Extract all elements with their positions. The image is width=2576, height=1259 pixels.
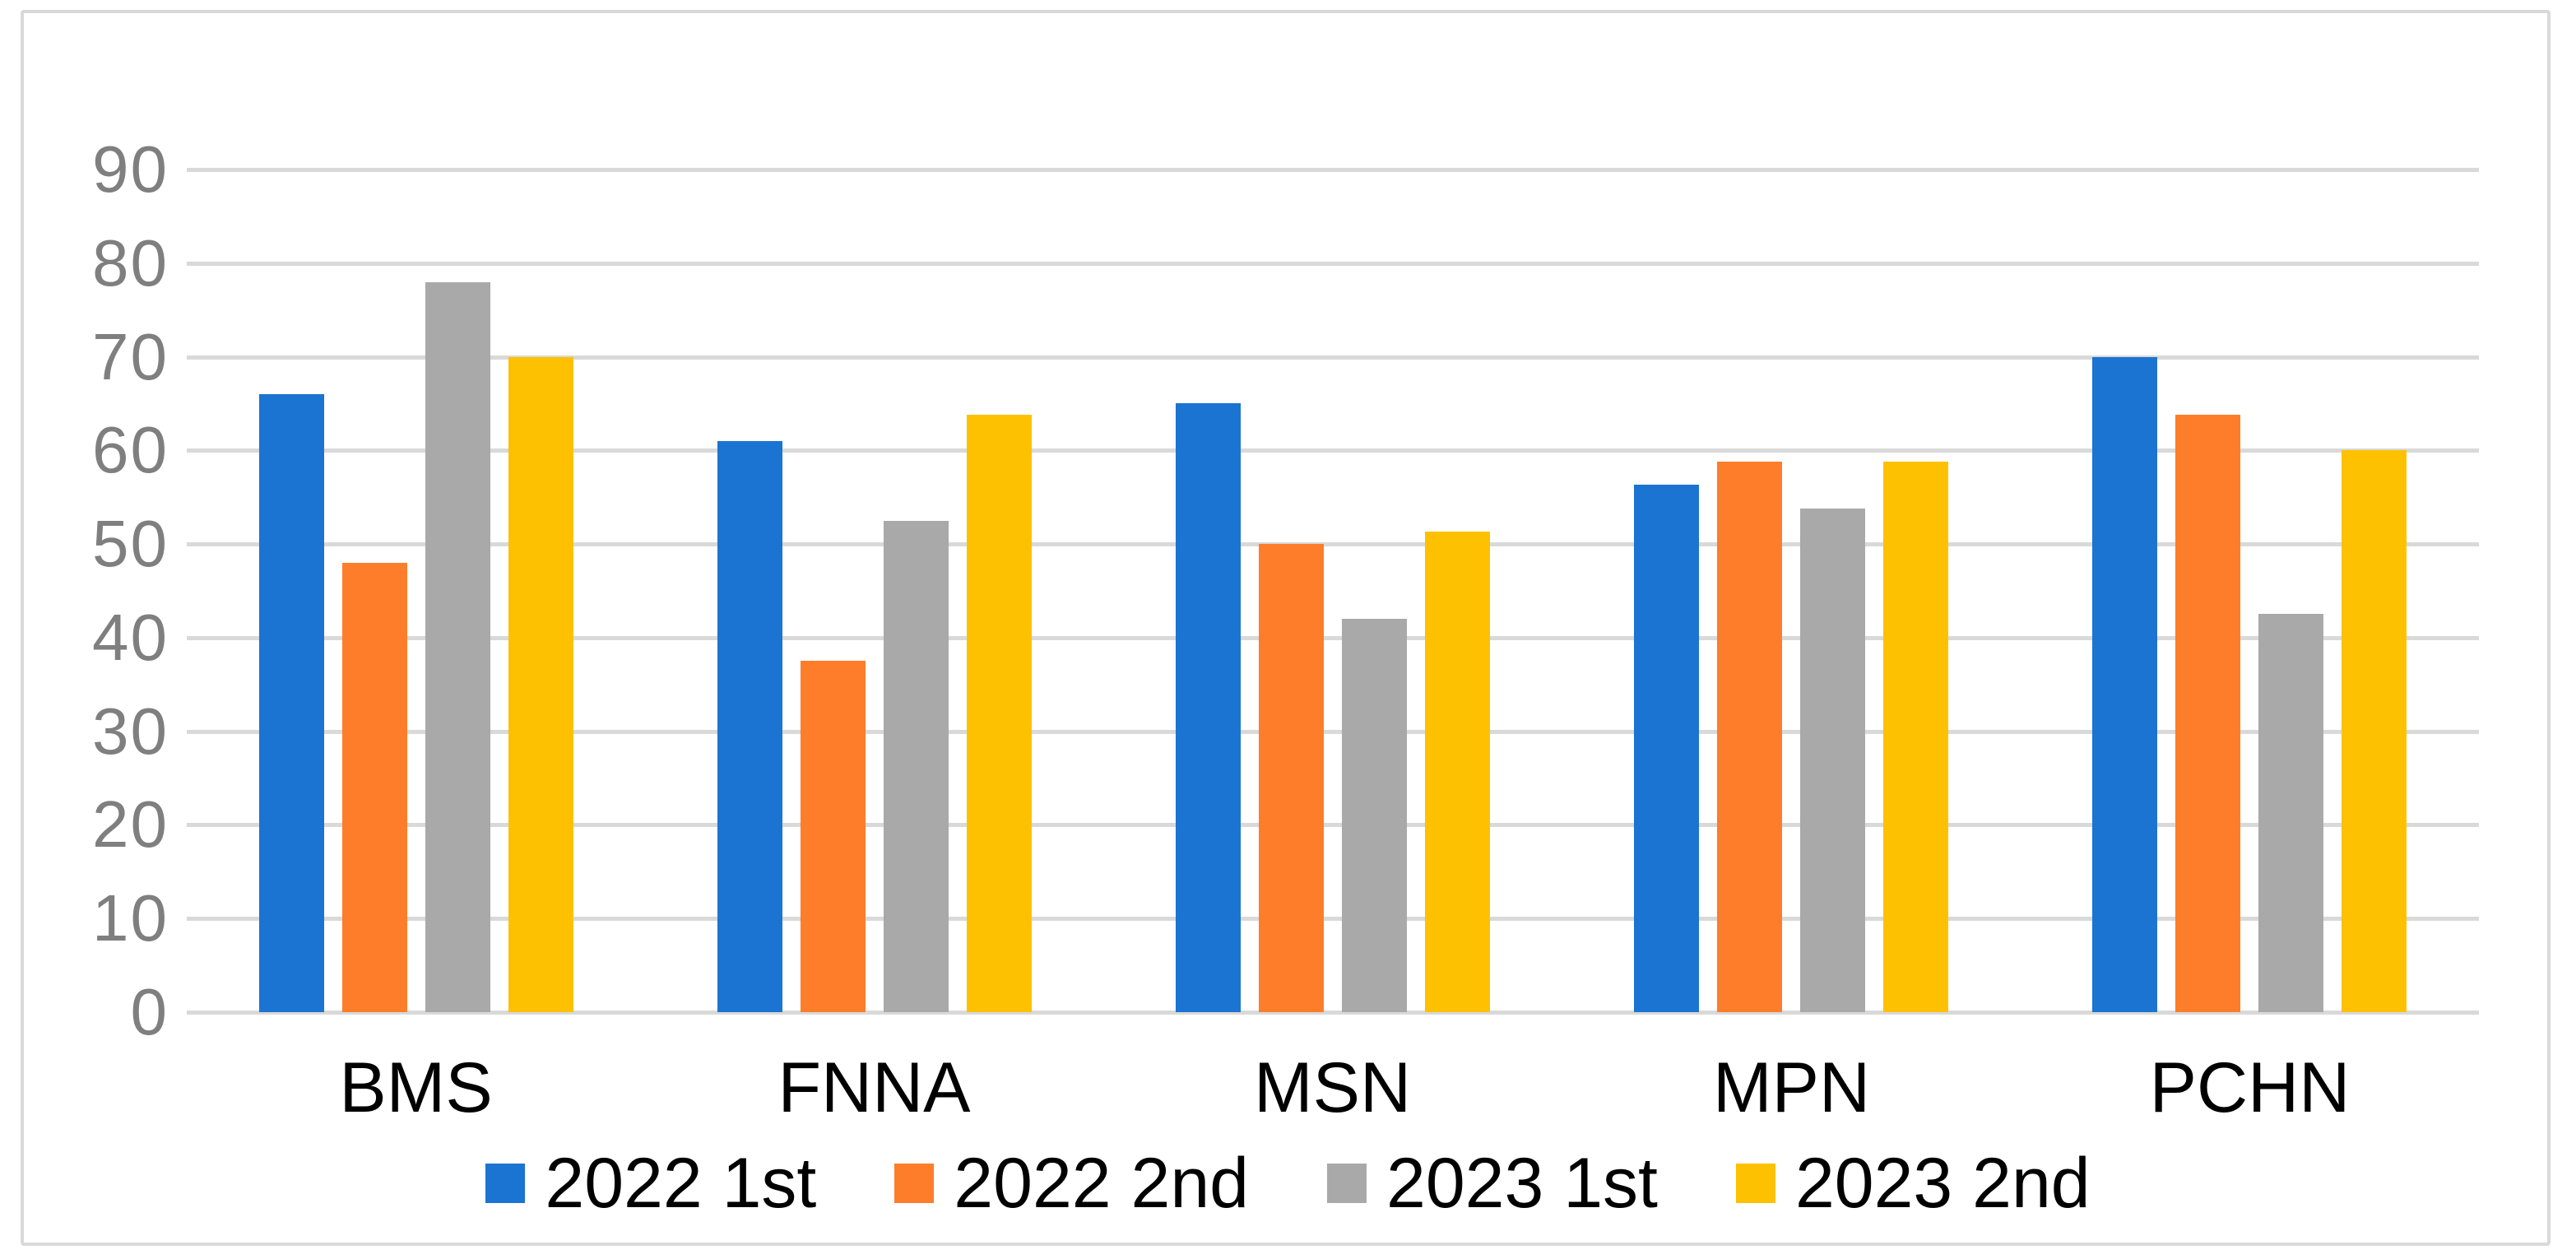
legend-item-2023-1st: 2023 1st: [1327, 1142, 1658, 1224]
bar-pchn-2023-1st: [2258, 614, 2323, 1012]
legend-item-2022-1st: 2022 1st: [485, 1142, 816, 1224]
bar-msn-2023-1st: [1342, 619, 1407, 1012]
y-tick-label: 0: [130, 975, 169, 1048]
legend-label: 2022 1st: [545, 1144, 817, 1223]
bar-fnna-2022-2nd: [801, 661, 866, 1012]
gridline: [187, 448, 2479, 453]
bar-pchn-2022-2nd: [2175, 415, 2240, 1012]
y-tick-label: 30: [92, 695, 169, 768]
gridline: [187, 262, 2479, 266]
bar-msn-2022-1st: [1176, 403, 1241, 1012]
gridline: [187, 168, 2479, 172]
bar-bms-2022-2nd: [342, 563, 407, 1012]
bar-fnna-2023-1st: [884, 521, 949, 1012]
category-label: MSN: [1253, 1048, 1412, 1127]
legend: 2022 1st 2022 2nd 2023 1st 2023 2nd: [0, 1142, 2576, 1224]
legend-item-2022-2nd: 2022 2nd: [894, 1142, 1249, 1224]
gridline: [187, 917, 2479, 921]
category-label: PCHN: [2149, 1048, 2351, 1127]
legend-label: 2023 1st: [1386, 1144, 1658, 1223]
legend-swatch-icon: [485, 1164, 526, 1203]
bar-bms-2023-2nd: [508, 357, 573, 1012]
gridline: [187, 823, 2479, 827]
gridline: [187, 730, 2479, 734]
gridline: [187, 1010, 2479, 1015]
gridline: [187, 355, 2479, 360]
y-tick-label: 50: [92, 507, 169, 580]
bar-msn-2023-2nd: [1425, 532, 1490, 1012]
y-tick-label: 20: [92, 787, 169, 861]
y-tick-label: 90: [92, 132, 169, 206]
legend-label: 2022 2nd: [954, 1144, 1249, 1223]
category-label: BMS: [339, 1048, 493, 1127]
legend-swatch-icon: [894, 1164, 935, 1203]
legend-label: 2023 2nd: [1794, 1144, 2091, 1223]
bar-group-mpn: [1634, 170, 1948, 1012]
legend-swatch-icon: [1327, 1164, 1367, 1203]
bar-msn-2022-2nd: [1259, 544, 1324, 1012]
bar-bms-2023-1st: [425, 282, 490, 1012]
bar-mpn-2023-1st: [1800, 509, 1865, 1012]
y-tick-label: 80: [92, 226, 169, 300]
y-tick-label: 70: [92, 320, 169, 393]
y-tick-label: 60: [92, 413, 169, 486]
bar-group-fnna: [717, 170, 1032, 1012]
bar-pchn-2022-1st: [2092, 357, 2157, 1012]
bar-mpn-2022-1st: [1634, 485, 1699, 1012]
bar-fnna-2023-2nd: [967, 415, 1032, 1012]
legend-swatch-icon: [1735, 1164, 1775, 1203]
gridline: [187, 542, 2479, 546]
bar-group-bms: [259, 170, 573, 1012]
bar-bms-2022-1st: [259, 394, 324, 1012]
bar-fnna-2022-1st: [717, 441, 782, 1012]
bar-mpn-2023-2nd: [1883, 462, 1948, 1012]
category-label: FNNA: [777, 1048, 971, 1127]
bar-pchn-2023-2nd: [2342, 450, 2407, 1012]
bar-mpn-2022-2nd: [1717, 462, 1782, 1012]
bar-group-msn: [1176, 170, 1490, 1012]
bar-group-pchn: [2092, 170, 2407, 1012]
y-tick-label: 10: [92, 881, 169, 955]
category-label: MPN: [1712, 1048, 1871, 1127]
y-tick-label: 40: [92, 601, 169, 674]
legend-item-2023-2nd: 2023 2nd: [1735, 1142, 2091, 1224]
gridline: [187, 636, 2479, 640]
